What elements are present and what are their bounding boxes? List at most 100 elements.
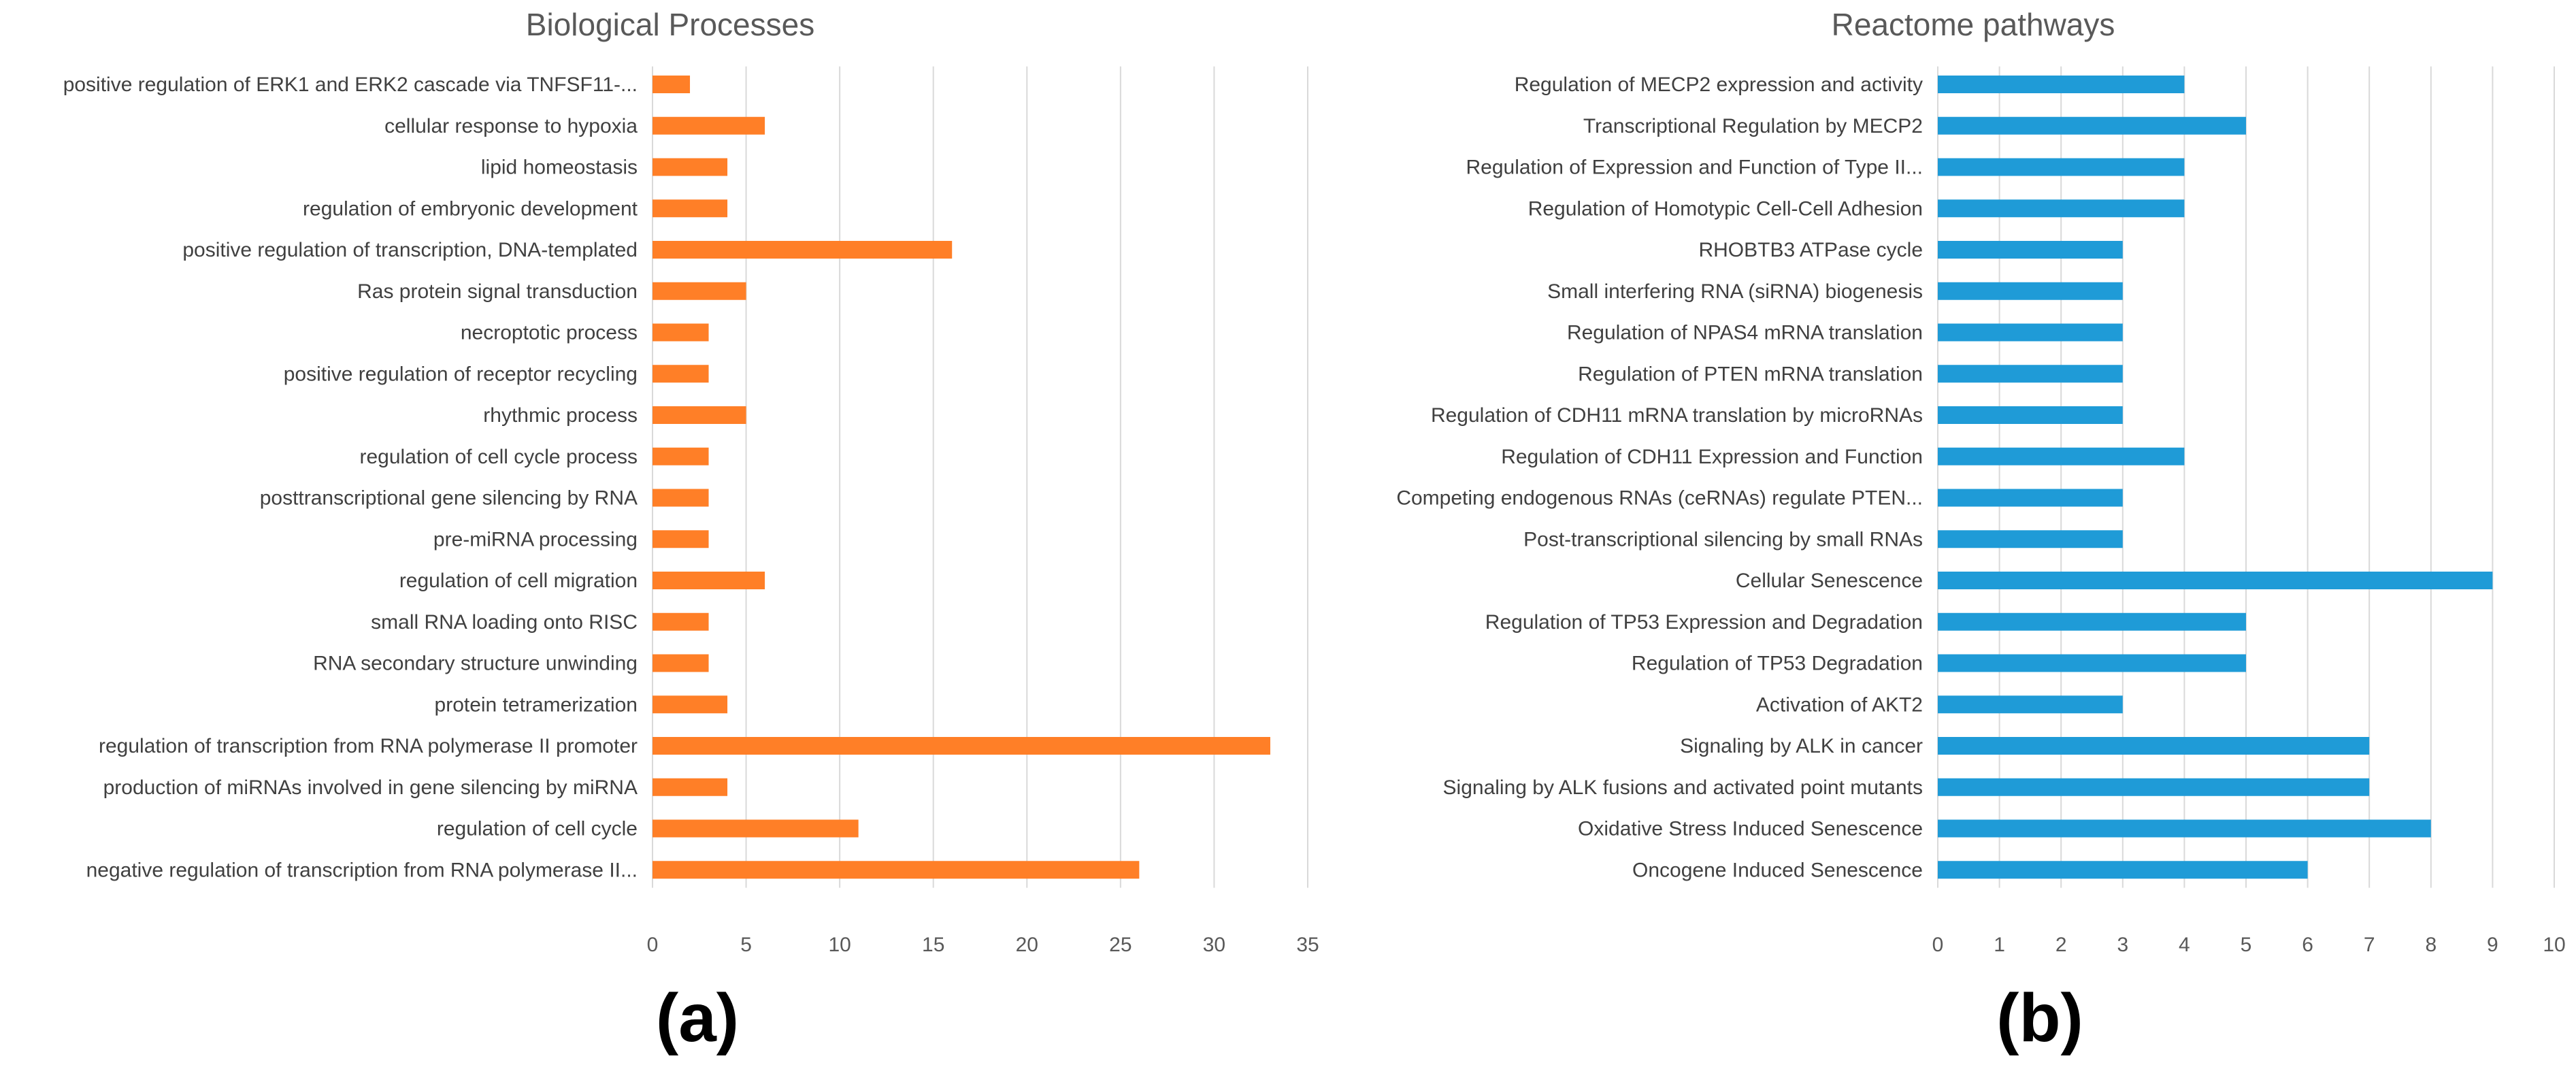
x-tick-label-bp-25: 25 xyxy=(1109,934,1132,956)
category-label-bp-20: negative regulation of transcription fro… xyxy=(86,859,638,881)
bar-bp-16 xyxy=(653,695,728,714)
category-label-bp-11: posttranscriptional gene silencing by RN… xyxy=(260,487,638,510)
x-tick-label-bp-5: 5 xyxy=(740,934,752,956)
category-label-bp-6: Ras protein signal transduction xyxy=(357,280,638,303)
category-label-bp-2: cellular response to hypoxia xyxy=(384,115,638,137)
bar-reactome-8 xyxy=(1938,365,2123,383)
bar-bp-3 xyxy=(653,158,728,176)
x-tick-label-reactome-2: 2 xyxy=(2055,934,2067,956)
bar-reactome-18 xyxy=(1938,778,2370,796)
category-label-reactome-13: Cellular Senescence xyxy=(1736,570,1923,592)
x-tick-label-reactome-0: 0 xyxy=(1932,934,1944,956)
category-label-bp-4: regulation of embryonic development xyxy=(303,197,638,220)
bar-reactome-17 xyxy=(1938,737,2370,755)
category-label-reactome-16: Activation of AKT2 xyxy=(1756,693,1923,716)
bar-reactome-9 xyxy=(1938,406,2123,424)
category-label-bp-17: regulation of transcription from RNA pol… xyxy=(99,735,638,757)
x-tick-label-bp-0: 0 xyxy=(647,934,659,956)
panel-label-bp: (a) xyxy=(656,980,739,1056)
bar-bp-9 xyxy=(653,406,746,424)
category-label-bp-15: RNA secondary structure unwinding xyxy=(313,653,638,675)
category-label-reactome-3: Regulation of Expression and Function of… xyxy=(1466,157,1923,179)
category-label-reactome-15: Regulation of TP53 Degradation xyxy=(1632,653,1923,675)
x-tick-label-reactome-5: 5 xyxy=(2241,934,2252,956)
bar-reactome-11 xyxy=(1938,489,2123,507)
chart-biological-processes: Biological Processes 0 5 10 15 20 25 30 35 positi… xyxy=(63,7,1319,1056)
bar-reactome-7 xyxy=(1938,323,2123,342)
bar-bp-10 xyxy=(653,447,709,465)
bar-reactome-12 xyxy=(1938,530,2123,548)
category-label-reactome-17: Signaling by ALK in cancer xyxy=(1680,735,1923,757)
x-tick-label-bp-35: 35 xyxy=(1296,934,1319,956)
bar-bp-14 xyxy=(653,612,709,631)
x-tick-label-bp-30: 30 xyxy=(1203,934,1225,956)
bar-reactome-10 xyxy=(1938,447,2185,465)
category-label-reactome-5: RHOBTB3 ATPase cycle xyxy=(1698,239,1923,261)
category-label-reactome-10: Regulation of CDH11 Expression and Funct… xyxy=(1501,446,1923,468)
x-tick-label-reactome-9: 9 xyxy=(2487,934,2498,956)
category-label-bp-9: rhythmic process xyxy=(483,404,638,427)
bar-bp-11 xyxy=(653,489,709,507)
bar-bp-15 xyxy=(653,654,709,672)
x-tick-label-reactome-1: 1 xyxy=(1994,934,2005,956)
bar-reactome-14 xyxy=(1938,612,2246,631)
bar-bp-7 xyxy=(653,323,709,342)
category-label-reactome-12: Post-transcriptional silencing by small … xyxy=(1523,528,1923,551)
category-label-bp-3: lipid homeostasis xyxy=(481,157,638,179)
chart-reactome-pathways: Reactome pathways 0 1 2 3 4 5 6 7 8 9 10 Regulation … xyxy=(1396,7,2565,1056)
panel-label-reactome: (b) xyxy=(1996,980,2083,1056)
bar-reactome-6 xyxy=(1938,282,2123,300)
bar-bp-17 xyxy=(653,737,1270,755)
category-label-reactome-20: Oncogene Induced Senescence xyxy=(1632,859,1923,881)
category-label-bp-1: positive regulation of ERK1 and ERK2 cas… xyxy=(63,73,638,96)
category-label-bp-16: protein tetramerization xyxy=(435,693,638,716)
category-label-reactome-9: Regulation of CDH11 mRNA translation by … xyxy=(1431,404,1923,427)
category-label-bp-5: positive regulation of transcription, DN… xyxy=(182,239,638,261)
bar-bp-8 xyxy=(653,365,709,383)
bar-reactome-15 xyxy=(1938,654,2246,672)
category-label-reactome-7: Regulation of NPAS4 mRNA translation xyxy=(1567,322,1923,344)
bar-bp-13 xyxy=(653,572,765,589)
category-label-bp-8: positive regulation of receptor recyclin… xyxy=(284,363,638,385)
bar-reactome-20 xyxy=(1938,861,2308,879)
chart-title-reactome: Reactome pathways xyxy=(1832,7,2115,42)
bar-reactome-5 xyxy=(1938,241,2123,259)
bar-bp-5 xyxy=(653,241,953,259)
category-label-reactome-1: Regulation of MECP2 expression and activ… xyxy=(1515,73,1923,96)
category-label-bp-10: regulation of cell cycle process xyxy=(359,446,638,468)
category-label-reactome-6: Small interfering RNA (siRNA) biogenesis xyxy=(1547,280,1923,303)
category-label-bp-13: regulation of cell migration xyxy=(399,570,638,592)
x-tick-label-reactome-7: 7 xyxy=(2364,934,2375,956)
category-label-reactome-11: Competing endogenous RNAs (ceRNAs) regul… xyxy=(1396,487,1923,510)
x-tick-label-reactome-10: 10 xyxy=(2543,934,2565,956)
category-label-bp-14: small RNA loading onto RISC xyxy=(371,611,638,634)
category-label-reactome-19: Oxidative Stress Induced Senescence xyxy=(1578,818,1923,840)
bar-bp-19 xyxy=(653,819,859,838)
bar-reactome-19 xyxy=(1938,819,2431,838)
bar-reactome-1 xyxy=(1938,76,2185,93)
bar-reactome-4 xyxy=(1938,199,2185,218)
x-tick-label-reactome-3: 3 xyxy=(2117,934,2128,956)
bar-bp-12 xyxy=(653,530,709,548)
bar-bp-20 xyxy=(653,861,1140,879)
category-label-reactome-8: Regulation of PTEN mRNA translation xyxy=(1578,363,1923,385)
bar-bp-18 xyxy=(653,778,728,796)
category-label-reactome-14: Regulation of TP53 Expression and Degrad… xyxy=(1485,611,1923,634)
bar-reactome-16 xyxy=(1938,695,2123,714)
x-tick-label-bp-10: 10 xyxy=(828,934,851,956)
bar-reactome-2 xyxy=(1938,116,2246,135)
bar-bp-2 xyxy=(653,116,765,135)
category-label-bp-7: necroptotic process xyxy=(461,322,638,344)
bar-reactome-13 xyxy=(1938,572,2493,589)
x-tick-label-reactome-8: 8 xyxy=(2425,934,2437,956)
bar-bp-4 xyxy=(653,199,728,218)
bar-bp-6 xyxy=(653,282,746,300)
x-tick-label-reactome-4: 4 xyxy=(2179,934,2190,956)
category-label-reactome-2: Transcriptional Regulation by MECP2 xyxy=(1583,115,1923,137)
x-tick-label-bp-15: 15 xyxy=(922,934,944,956)
category-label-bp-18: production of miRNAs involved in gene si… xyxy=(103,776,638,799)
category-label-reactome-4: Regulation of Homotypic Cell-Cell Adhesi… xyxy=(1528,197,1923,220)
x-tick-label-reactome-6: 6 xyxy=(2302,934,2313,956)
category-label-reactome-18: Signaling by ALK fusions and activated p… xyxy=(1443,776,1923,799)
